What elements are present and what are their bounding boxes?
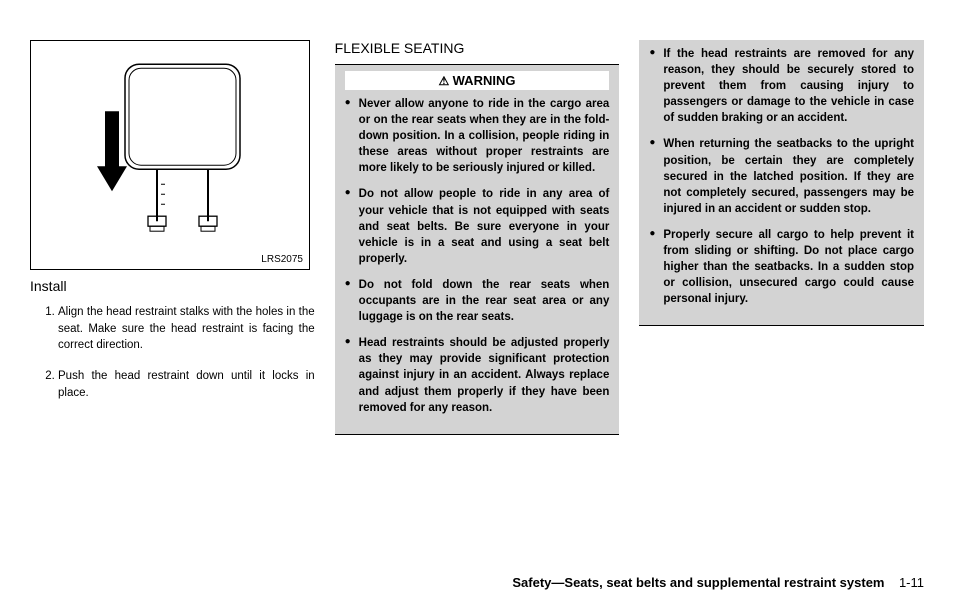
warning-box-1: WARNING Never allow anyone to ride in th…: [335, 64, 620, 435]
page-footer: Safety—Seats, seat belts and supplementa…: [512, 575, 924, 590]
install-steps: Align the head restraint stalks with the…: [30, 304, 315, 401]
warning-item: If the head restraints are removed for a…: [649, 46, 914, 126]
warning-header: WARNING: [345, 71, 610, 90]
footer-page: 1-11: [899, 575, 924, 590]
column-2: FLEXIBLE SEATING WARNING Never allow any…: [335, 40, 620, 530]
warning-list-2: If the head restraints are removed for a…: [649, 46, 914, 307]
warning-item: Head restraints should be adjusted prope…: [345, 335, 610, 415]
figure-code: LRS2075: [261, 254, 303, 265]
install-heading: Install: [30, 278, 315, 294]
column-3: If the head restraints are removed for a…: [639, 40, 924, 530]
content-columns: LRS2075 Install Align the head restraint…: [30, 40, 924, 530]
warning-list-1: Never allow anyone to ride in the cargo …: [345, 96, 610, 416]
warning-item: Do not fold down the rear seats when occ…: [345, 277, 610, 325]
column-1: LRS2075 Install Align the head restraint…: [30, 40, 315, 530]
headrest-figure: LRS2075: [30, 40, 310, 270]
warning-item: Properly secure all cargo to help preven…: [649, 227, 914, 307]
flexible-seating-title: FLEXIBLE SEATING: [335, 40, 620, 56]
install-step: Align the head restraint stalks with the…: [58, 304, 315, 354]
headrest-illustration: [85, 56, 255, 246]
install-step: Push the head restraint down until it lo…: [58, 368, 315, 401]
warning-box-2: If the head restraints are removed for a…: [639, 40, 924, 326]
warning-item: Do not allow people to ride in any area …: [345, 186, 610, 266]
warning-item: Never allow anyone to ride in the cargo …: [345, 96, 610, 176]
warning-item: When returning the seatbacks to the upri…: [649, 136, 914, 216]
footer-section: Safety—Seats, seat belts and supplementa…: [512, 575, 884, 590]
